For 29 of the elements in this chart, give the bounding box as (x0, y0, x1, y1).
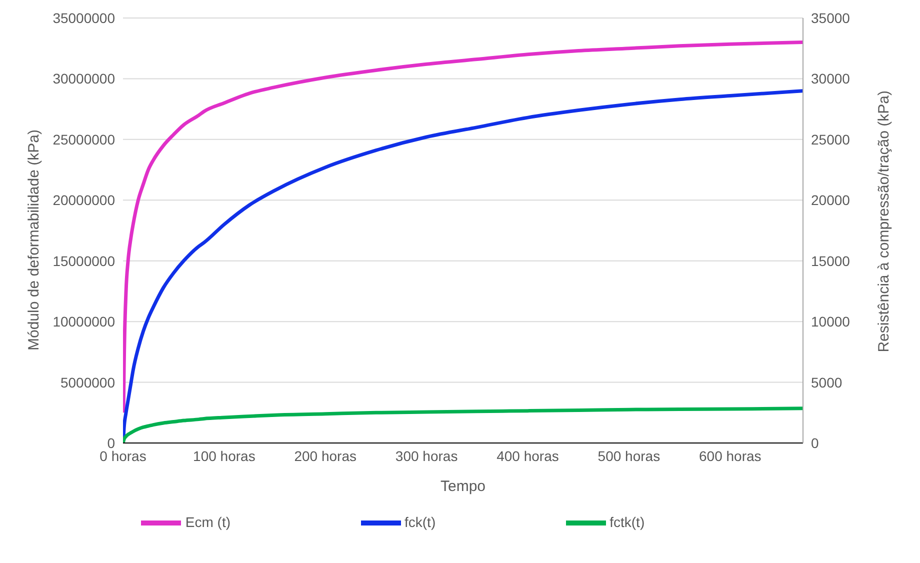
x-tick-label: 300 horas (395, 448, 458, 464)
legend-label: fck(t) (404, 514, 436, 530)
y2-tick-label: 30000 (811, 70, 850, 87)
y-tick-label: 5000000 (60, 374, 116, 390)
y-tick-label: 35000000 (52, 10, 116, 26)
x-tick-label: 200 horas (294, 448, 357, 464)
x-axis-title: Tempo (440, 478, 486, 495)
y-tick-label: 10000000 (52, 314, 116, 330)
y-tick-label: 25000000 (52, 131, 116, 148)
y-axis-title: Módulo de deformabilidade (kPa) (25, 130, 42, 350)
y2-tick-label: 25000 (811, 131, 850, 148)
x-tick-label: 400 horas (496, 448, 559, 464)
y-tick-label: 15000000 (52, 252, 116, 269)
y2-tick-label: 15000 (811, 252, 850, 269)
line-series (123, 406, 803, 443)
y2-tick-label: 5000 (811, 374, 842, 390)
y2-axis-title: Resistência à compressão/tração (kPa) (875, 90, 892, 352)
y2-tick-label: 0 (811, 434, 819, 451)
x-tick-label: 600 horas (699, 448, 762, 464)
y2-tick-label: 10000 (811, 314, 850, 330)
y2-tick-label: 20000 (811, 192, 850, 208)
y-tick-label: 30000000 (52, 70, 116, 87)
x-tick-label: 100 horas (193, 448, 256, 464)
legend-label: Ecm (t) (185, 514, 230, 530)
legend-label: fctk(t) (610, 514, 645, 530)
y2-tick-label: 35000 (811, 10, 850, 26)
y-tick-label: 20000000 (52, 192, 116, 208)
line-series (123, 40, 803, 414)
x-tick-label: 500 horas (598, 448, 660, 464)
